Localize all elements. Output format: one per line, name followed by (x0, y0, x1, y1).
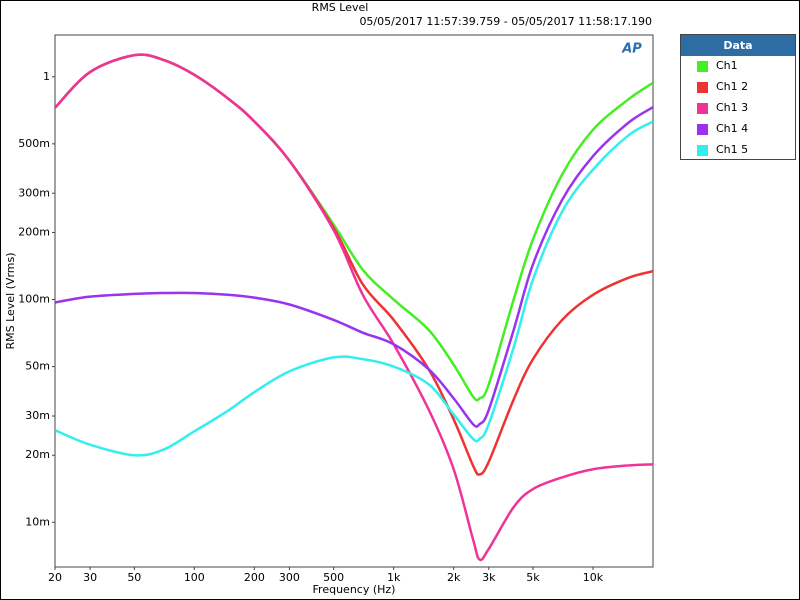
logo: AP (621, 42, 642, 57)
legend-swatch (697, 61, 708, 72)
x-tick-label: 20 (48, 571, 62, 584)
legend-swatch (697, 145, 708, 156)
series-line (55, 120, 653, 457)
x-tick-label: 200 (244, 571, 265, 584)
legend-label: Ch1 5 (716, 143, 748, 156)
y-tick-label: 500m (18, 137, 50, 150)
legend-label: Ch1 4 (716, 122, 748, 135)
x-tick-label: 5k (526, 571, 540, 584)
x-tick-label: 1k (387, 571, 401, 584)
y-tick-label: 200m (18, 225, 50, 238)
legend-swatch (697, 124, 708, 135)
x-tick-label: 100 (184, 571, 205, 584)
y-tick-label: 30m (25, 409, 50, 422)
y-tick-label: 300m (18, 186, 50, 199)
x-tick-label: 2k (447, 571, 461, 584)
y-tick-label: 50m (25, 360, 50, 373)
legend-header (681, 35, 795, 56)
x-tick-label: 3k (482, 571, 496, 584)
series-line (55, 106, 653, 428)
chart-title: RMS Level (312, 1, 369, 14)
legend-label: Ch1 2 (716, 80, 748, 93)
x-tick-label: 10k (583, 571, 604, 584)
y-axis-label: RMS Level (Vrms) (4, 252, 17, 349)
x-tick-label: 500 (323, 571, 344, 584)
y-tick-label: 1 (43, 70, 50, 83)
y-tick-label: 100m (18, 293, 50, 306)
x-tick-label: 50 (127, 571, 141, 584)
legend-swatch (697, 103, 708, 114)
y-tick-label: 10m (25, 515, 50, 528)
plot-area (54, 34, 654, 568)
legend-label: Ch1 3 (716, 101, 748, 114)
x-tick-label: 30 (83, 571, 97, 584)
chart-subtitle: 05/05/2017 11:57:39.759 - 05/05/2017 11:… (359, 15, 652, 28)
x-axis-label: Frequency (Hz) (313, 583, 396, 596)
y-tick-label: 20m (25, 448, 50, 461)
legend-swatch (697, 82, 708, 93)
x-tick-label: 300 (279, 571, 300, 584)
legend-label: Ch1 (716, 59, 738, 72)
legend-title: Data (723, 39, 752, 52)
